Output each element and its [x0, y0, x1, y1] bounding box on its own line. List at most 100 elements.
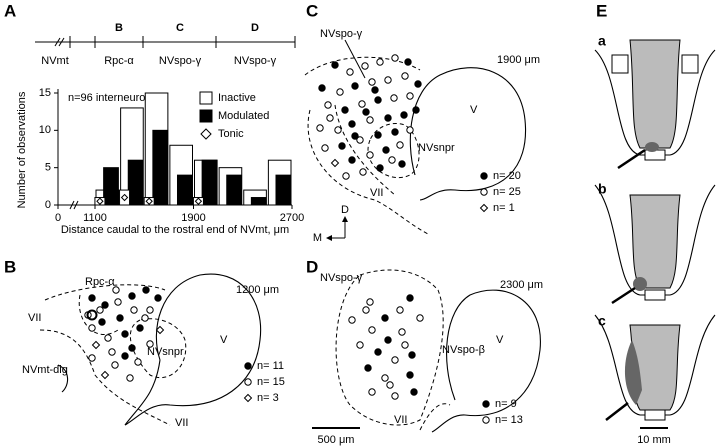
neuron-modulated — [341, 106, 349, 114]
structure-label: V — [220, 334, 228, 346]
neuron-modulated — [348, 156, 356, 164]
neuron-modulated — [480, 172, 488, 180]
legend-label: n= 11 — [257, 360, 284, 372]
panel-label: B — [4, 257, 16, 276]
neuron-inactive — [480, 188, 488, 196]
y-tick-label: 5 — [45, 162, 51, 174]
neuron-modulated — [371, 86, 379, 94]
neuron-modulated — [374, 131, 382, 139]
neuron-modulated — [121, 330, 129, 338]
neuron-modulated — [482, 400, 490, 408]
neuron-modulated — [384, 114, 392, 122]
neuron-inactive — [324, 101, 332, 109]
neuron-modulated — [244, 362, 252, 370]
neuron-modulated — [154, 294, 162, 302]
structure-label: V — [470, 104, 478, 116]
neuron-modulated — [98, 318, 106, 326]
x-tick-label: 1100 — [83, 212, 107, 224]
neuron-inactive — [368, 326, 376, 334]
legend-label: Inactive — [218, 92, 256, 104]
neuron-modulated — [351, 132, 359, 140]
neuron-modulated — [382, 146, 390, 154]
structure-label: VII — [370, 187, 383, 199]
y-tick-label: 10 — [39, 124, 51, 136]
neuron-inactive — [368, 388, 376, 396]
x-tick-label: 2700 — [280, 212, 304, 224]
neuron-inactive — [391, 54, 399, 62]
neuron-modulated — [408, 351, 416, 359]
structure-label: NVmt-dig — [22, 364, 68, 376]
tonic-symbol — [145, 197, 153, 205]
neuron-modulated — [128, 344, 136, 352]
neuron-inactive — [366, 116, 374, 124]
depth-label: 2300 μm — [500, 279, 543, 291]
depth-label: 1900 μm — [497, 54, 540, 66]
neuron-inactive — [348, 316, 356, 324]
neuron-inactive — [390, 94, 398, 102]
neuron-inactive — [406, 92, 414, 100]
neuron-modulated — [338, 142, 346, 150]
neuron-modulated — [410, 388, 418, 396]
neuron-modulated — [88, 294, 96, 302]
structure-label: VII — [28, 312, 41, 324]
legend-label: n= 25 — [493, 186, 521, 198]
neuron-inactive — [368, 78, 376, 86]
y-tick-label: 15 — [39, 87, 51, 99]
neuron-modulated — [381, 314, 389, 322]
structure-label: VII — [394, 414, 407, 426]
bar-modulated — [103, 167, 119, 206]
neuron-inactive — [134, 358, 142, 366]
neuron-inactive — [406, 126, 414, 134]
annotation: n=96 interneurons — [68, 92, 157, 104]
neuron-inactive — [366, 151, 374, 159]
orientation-axes — [326, 216, 348, 241]
neuron-inactive — [141, 314, 149, 322]
neuron-inactive — [376, 58, 384, 66]
scale-label: 10 mm — [637, 434, 671, 446]
neuron-inactive — [361, 62, 369, 70]
neuron-inactive — [104, 334, 112, 342]
neuron-inactive — [381, 374, 389, 382]
neuron-inactive — [416, 314, 424, 322]
neuron-inactive — [111, 361, 119, 369]
structure-label: NVsnpr — [418, 142, 455, 154]
tonic-symbol — [194, 197, 203, 205]
neuron-tonic — [243, 393, 253, 403]
neuron-inactive — [88, 354, 96, 362]
neuron-inactive — [146, 306, 154, 314]
neuron-inactive — [362, 306, 370, 314]
structure-label: NVspo-γ — [320, 28, 363, 40]
neuron-modulated — [376, 164, 384, 172]
bar-modulated — [250, 197, 267, 206]
neuron-highlight — [86, 309, 98, 321]
x-axis-label: Distance caudal to the rostral end of NV… — [61, 224, 289, 236]
neuron-modulated — [101, 301, 109, 309]
orientation-label: D — [341, 204, 349, 216]
legend-label: n= 9 — [495, 398, 517, 410]
neuron-modulated — [414, 80, 422, 88]
panel-e-drawings — [594, 39, 716, 421]
neuron-modulated — [374, 96, 382, 104]
x-tick-label: 1900 — [181, 212, 205, 224]
y-axis-label: Number of observations — [16, 91, 28, 208]
neuron-modulated — [351, 82, 359, 90]
neuron-modulated — [384, 336, 392, 344]
tonic-symbol — [96, 197, 104, 205]
region-name: NVmt — [41, 55, 69, 67]
y-tick-label: 0 — [45, 199, 51, 211]
structure-label: NVspo-β — [442, 344, 485, 356]
legend-label: n= 13 — [495, 414, 523, 426]
bar-modulated — [152, 129, 169, 206]
legend-swatch — [199, 91, 213, 105]
region-letter: C — [176, 22, 184, 34]
neuron-inactive — [482, 416, 490, 424]
structure-label: NVsnpr — [147, 346, 184, 358]
neuron-inactive — [359, 168, 367, 176]
neuron-inactive — [366, 298, 374, 306]
neuron-inactive — [326, 114, 334, 122]
neuron-inactive — [244, 378, 252, 386]
panel-label: A — [4, 1, 16, 20]
neuron-inactive — [112, 286, 120, 294]
panel-label: E — [596, 1, 607, 20]
legend-label: n= 3 — [257, 392, 279, 404]
